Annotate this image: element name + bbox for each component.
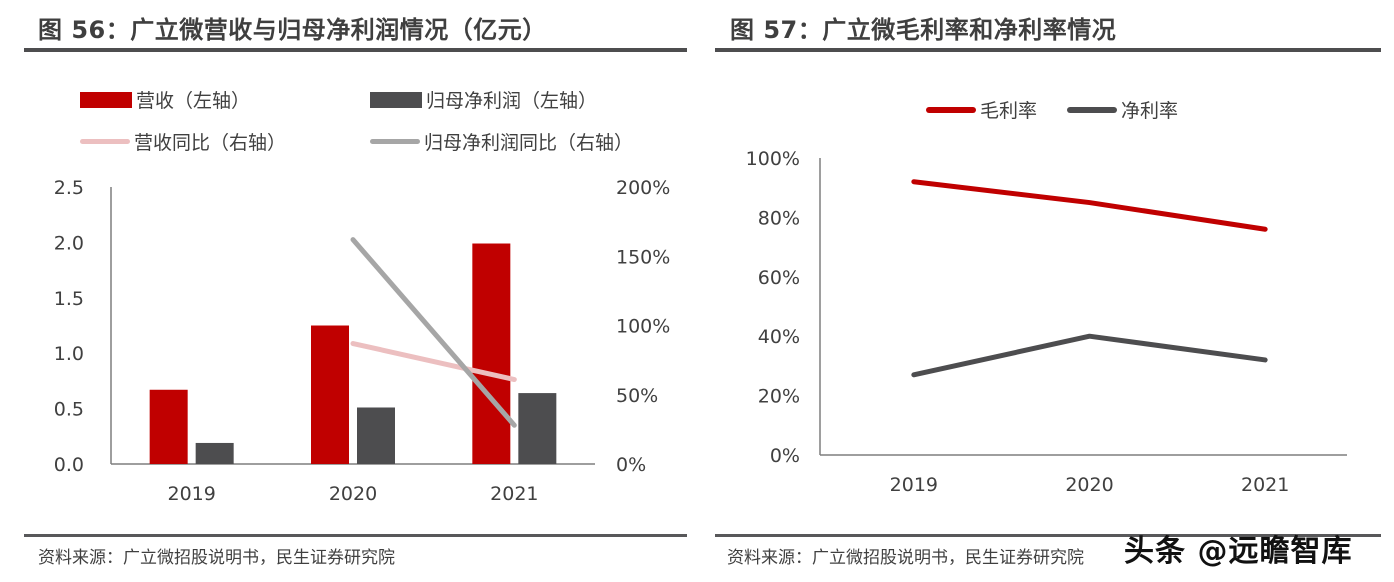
legend-swatch-revenue-yoy: [80, 139, 130, 144]
legend-swatch-gross-margin: [926, 106, 976, 113]
legend-label-revenue: 营收（左轴）: [136, 90, 251, 112]
fig56-source: 资料来源：广立微招股说明书，民生证券研究院: [38, 548, 395, 568]
x-tick-label: 2021: [1241, 474, 1289, 496]
legend-label-net-profit: 归母净利润（左轴）: [426, 90, 598, 112]
y2-tick-label: 50%: [616, 385, 658, 407]
line-gross-margin: [911, 179, 1268, 232]
y-tick-label: 1.0: [54, 343, 84, 365]
fig57-title: 图 57：广立微毛利率和净利率情况: [730, 16, 1117, 44]
legend-swatch-revenue: [80, 91, 132, 108]
legend-net-profit: 归母净利润（左轴）: [370, 86, 597, 113]
legend-revenue-yoy: 营收同比（右轴）: [80, 128, 286, 155]
y2-tick-label: 100%: [616, 316, 670, 338]
x-tick-label: 2019: [167, 483, 215, 505]
y-tick-label: 100%: [746, 148, 800, 170]
bar-net-profit: [357, 407, 395, 464]
y2-tick-label: 0%: [616, 454, 646, 476]
legend-net-profit-yoy: 归母净利润同比（右轴）: [370, 128, 633, 155]
fig56-title: 图 56：广立微营收与归母净利润情况（亿元）: [38, 16, 547, 44]
legend-swatch-net-profit: [370, 91, 422, 108]
y-tick-label: 0.0: [54, 454, 84, 476]
y-tick-label: 20%: [758, 386, 800, 408]
y-tick-label: 60%: [758, 267, 800, 289]
y-tick-label: 2.0: [54, 232, 84, 254]
legend-label-revenue-yoy: 营收同比（右轴）: [134, 132, 287, 154]
bar-revenue: [149, 389, 188, 464]
fig57-title-rule: [715, 48, 1381, 52]
watermark: 头条 @远瞻智库: [1124, 534, 1353, 569]
x-tick-label: 2021: [490, 483, 538, 505]
legend-net-margin: 净利率: [1067, 96, 1178, 123]
bar-revenue: [311, 325, 349, 464]
y-tick-label: 40%: [758, 326, 800, 348]
legend-label-gross-margin: 毛利率: [980, 100, 1038, 122]
y2-tick-label: 150%: [616, 246, 670, 268]
legend-swatch-net-profit-yoy: [370, 139, 420, 144]
y-tick-label: 1.5: [54, 288, 84, 310]
line-net-profit-yoy: [350, 237, 517, 428]
x-tick-label: 2020: [329, 483, 377, 505]
legend-revenue: 营收（左轴）: [80, 86, 250, 113]
bar-net-profit: [518, 393, 557, 464]
x-tick-label: 2020: [1065, 474, 1113, 496]
line-net-margin: [911, 333, 1268, 378]
legend-swatch-net-margin: [1067, 106, 1117, 113]
legend-gross-margin: 毛利率: [926, 96, 1037, 123]
fig57-source: 资料来源：广立微招股说明书，民生证券研究院: [727, 548, 1084, 568]
y-tick-label: 0%: [770, 445, 800, 467]
fig56-chart: 0.0 0.5 1.0 1.5 2.0 2.5 0% 50% 100% 150% 200% 201…: [54, 177, 671, 505]
fig57-chart: 0% 20% 40% 60% 80% 100% 2019 2020 2021: [746, 148, 1347, 496]
fig57-footer-rule: [715, 534, 1381, 537]
bar-net-profit: [195, 442, 234, 464]
bar-revenue: [472, 243, 511, 464]
legend-label-net-profit-yoy: 归母净利润同比（右轴）: [424, 132, 634, 154]
legend-label-net-margin: 净利率: [1121, 100, 1179, 122]
y-tick-label: 2.5: [54, 177, 84, 199]
fig56-title-rule: [24, 48, 687, 52]
y-tick-label: 80%: [758, 207, 800, 229]
y2-tick-label: 200%: [616, 177, 670, 199]
x-tick-label: 2019: [890, 474, 938, 496]
line-revenue-yoy: [350, 341, 517, 383]
fig56-footer-rule: [24, 534, 687, 537]
y-tick-label: 0.5: [54, 399, 84, 421]
